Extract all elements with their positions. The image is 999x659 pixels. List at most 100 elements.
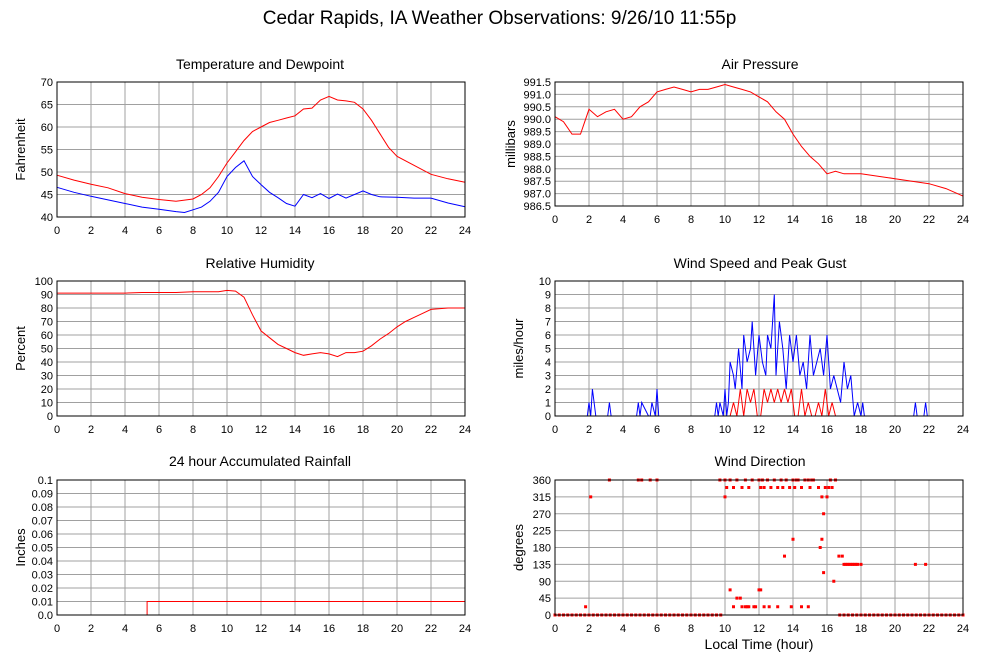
pressure-xtick-label: 16 xyxy=(821,214,833,226)
pressure-ytick-label: 991.0 xyxy=(523,89,551,101)
temp-ytick-label: 50 xyxy=(41,167,53,179)
temp-xtick-label: 12 xyxy=(255,225,267,237)
direction-point xyxy=(800,605,803,609)
rain-ytick-label: 0.02 xyxy=(32,583,53,595)
wind-plot-frame xyxy=(554,280,964,417)
direction-point xyxy=(769,486,773,489)
direction-point xyxy=(820,537,824,541)
temp-xtick-label: 22 xyxy=(425,225,437,237)
direction-xtick-label: 22 xyxy=(923,623,935,635)
pressure-ytick-label: 990.5 xyxy=(523,102,551,114)
pressure-xtick-label: 22 xyxy=(923,214,935,226)
direction-point xyxy=(924,562,928,566)
temp-title: Temperature and Dewpoint xyxy=(176,56,344,72)
humidity-ytick-label: 10 xyxy=(41,398,53,410)
pressure-plot-frame xyxy=(554,81,964,207)
pressure-ytick-label: 986.5 xyxy=(523,201,551,213)
rain-ytick-label: 0.1 xyxy=(38,475,53,487)
direction-point xyxy=(840,554,844,558)
wind-ytick-label: 8 xyxy=(545,303,551,315)
direction-point xyxy=(740,486,744,489)
humidity-ytick-label: 40 xyxy=(41,357,53,369)
wind-xtick-label: 2 xyxy=(586,424,592,436)
direction-ytick-label: 360 xyxy=(533,475,551,487)
direction-xtick-label: 10 xyxy=(719,623,731,635)
rain-xtick-label: 12 xyxy=(255,623,267,635)
direction-point xyxy=(817,486,820,489)
humidity-xtick-label: 4 xyxy=(122,424,128,436)
humidity-ylabel: Percent xyxy=(13,326,28,371)
direction-ytick-label: 315 xyxy=(533,492,551,504)
direction-point xyxy=(735,596,739,600)
wind-xtick-label: 24 xyxy=(957,424,969,436)
rain-title: 24 hour Accumulated Rainfall xyxy=(169,453,351,469)
humidity-xtick-label: 0 xyxy=(54,424,60,436)
temp-xtick-label: 10 xyxy=(221,225,233,237)
direction-xtick-label: 6 xyxy=(654,623,660,635)
humidity-ytick-label: 20 xyxy=(41,384,53,396)
rain-ytick-label: 0.0 xyxy=(38,610,53,622)
humidity-plot-frame xyxy=(56,280,466,417)
pressure-series-line-1 xyxy=(554,83,964,197)
rain-ytick-label: 0.08 xyxy=(32,502,53,514)
rain-xtick-label: 6 xyxy=(156,623,162,635)
rain-ytick-label: 0.06 xyxy=(32,529,53,541)
temp-plot-frame xyxy=(56,81,466,218)
wind-ytick-label: 0 xyxy=(545,411,551,423)
direction-point xyxy=(791,537,795,541)
wind-ytick-label: 2 xyxy=(545,384,551,396)
page-title: Cedar Rapids, IA Weather Observations: 9… xyxy=(262,8,737,29)
wind-series-line-1 xyxy=(555,294,963,417)
direction-point xyxy=(793,486,797,489)
rain-plot-frame xyxy=(56,479,466,616)
humidity-ytick-label: 60 xyxy=(41,330,53,342)
pressure-ytick-label: 989.5 xyxy=(523,127,551,139)
humidity-xtick-label: 12 xyxy=(255,424,267,436)
temp-series-line-1 xyxy=(56,95,466,202)
rain-xtick-label: 4 xyxy=(122,623,128,635)
direction-point xyxy=(842,562,846,566)
direction-point xyxy=(584,605,588,609)
pressure-ytick-label: 988.0 xyxy=(523,164,551,176)
wind-ytick-label: 7 xyxy=(545,317,551,329)
direction-point xyxy=(845,562,849,566)
direction-point xyxy=(825,495,829,499)
direction-point xyxy=(854,562,858,566)
direction-point xyxy=(762,605,766,609)
temp-ytick-label: 70 xyxy=(41,77,53,89)
wind-ytick-label: 6 xyxy=(545,330,551,342)
pressure-ytick-label: 987.0 xyxy=(523,189,551,201)
direction-point xyxy=(837,554,841,558)
pressure-title: Air Pressure xyxy=(721,56,798,72)
direction-point xyxy=(823,486,827,489)
rain-xtick-label: 22 xyxy=(425,623,437,635)
direction-point xyxy=(762,486,766,489)
pressure-xtick-label: 6 xyxy=(654,214,660,226)
humidity-ytick-label: 90 xyxy=(41,290,53,302)
wind-xtick-label: 18 xyxy=(855,424,867,436)
rain-xtick-label: 10 xyxy=(221,623,233,635)
direction-point xyxy=(759,588,763,592)
direction-xtick-label: 14 xyxy=(787,623,799,635)
direction-point xyxy=(732,605,735,609)
direction-ytick-label: 270 xyxy=(533,509,551,521)
direction-point xyxy=(852,562,856,566)
rain-ytick-label: 0.04 xyxy=(32,556,53,568)
direction-point xyxy=(818,546,822,549)
temp-xtick-label: 2 xyxy=(88,225,94,237)
rain-xtick-label: 18 xyxy=(357,623,369,635)
rain-ytick-label: 0.09 xyxy=(32,489,53,501)
temp-xtick-label: 18 xyxy=(357,225,369,237)
direction-point xyxy=(847,562,851,566)
direction-point xyxy=(752,605,756,609)
pressure-xtick-label: 24 xyxy=(957,214,969,226)
wind-ytick-label: 1 xyxy=(545,398,551,410)
temp-xtick-label: 20 xyxy=(391,225,403,237)
pressure-xtick-label: 4 xyxy=(620,214,626,226)
direction-plot-frame xyxy=(554,479,964,616)
direction-point xyxy=(844,562,848,566)
